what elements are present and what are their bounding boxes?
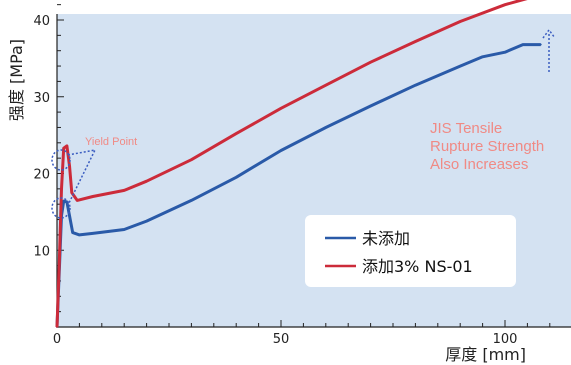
yield-circle-lower bbox=[51, 197, 71, 219]
series-point-1 bbox=[280, 107, 282, 110]
series-point-1 bbox=[58, 264, 61, 267]
rupture-arrow-head bbox=[542, 28, 556, 39]
series-point-0 bbox=[190, 199, 193, 202]
series-point-1 bbox=[414, 40, 417, 43]
series-point-1 bbox=[369, 61, 372, 64]
series-point-1 bbox=[459, 20, 462, 23]
jis-line-3: Also Increases bbox=[430, 156, 528, 173]
series-point-0 bbox=[522, 43, 524, 46]
legend-box bbox=[305, 215, 516, 287]
series-point-0 bbox=[369, 105, 372, 107]
y-tick-label: 30 bbox=[33, 91, 50, 106]
x-tick-label: 0 bbox=[53, 332, 61, 347]
series-point-0 bbox=[78, 234, 81, 236]
series-point-0 bbox=[235, 176, 238, 179]
x-axis-title: 厚度 [mm] bbox=[445, 345, 526, 364]
series-point-1 bbox=[60, 187, 63, 190]
y-tick-label: 40 bbox=[33, 14, 50, 29]
series-point-0 bbox=[91, 232, 94, 235]
yield-point-label: Yield Point bbox=[85, 136, 137, 148]
y-tick-label: 20 bbox=[33, 168, 50, 183]
legend: 未添加 添加3% NS-01 bbox=[305, 215, 516, 287]
x-tick-label: 50 bbox=[273, 332, 290, 347]
yield-callout-lines bbox=[67, 148, 97, 206]
legend-label-untreated: 未添加 bbox=[362, 229, 410, 248]
y-axis-title: 强度 [MPa] bbox=[7, 39, 26, 121]
series-point-1 bbox=[65, 144, 68, 147]
series-point-0 bbox=[145, 220, 148, 222]
series-point-0 bbox=[62, 200, 65, 203]
jis-line-1: JIS Tensile bbox=[430, 120, 502, 137]
jis-annotation: JIS Tensile Rupture Strength Also Increa… bbox=[430, 120, 548, 173]
y-tick-label: 10 bbox=[33, 244, 50, 259]
yield-circle-upper bbox=[51, 149, 71, 171]
series-point-0 bbox=[68, 214, 71, 217]
series-line-0 bbox=[55, 43, 541, 328]
series-point-1 bbox=[324, 84, 327, 87]
series-point-0 bbox=[459, 65, 462, 67]
series-point-0 bbox=[504, 51, 506, 54]
series-point-1 bbox=[70, 191, 73, 194]
series-point-1 bbox=[91, 195, 94, 198]
legend-label-ns01: 添加3% NS-01 bbox=[362, 257, 473, 276]
series-point-1 bbox=[123, 189, 126, 192]
series-point-1 bbox=[56, 326, 58, 328]
series-line-1 bbox=[55, 0, 528, 328]
x-tick-label: 100 bbox=[493, 332, 518, 347]
jis-line-2: Rupture Strength bbox=[430, 138, 544, 155]
series-point-1 bbox=[62, 147, 65, 150]
series-point-0 bbox=[123, 228, 126, 231]
series-point-0 bbox=[280, 149, 282, 152]
series-point-0 bbox=[481, 55, 484, 58]
series-point-1 bbox=[190, 158, 193, 161]
series-point-0 bbox=[539, 43, 542, 46]
series-point-0 bbox=[414, 84, 417, 87]
series-point-1 bbox=[76, 199, 79, 202]
series-point-1 bbox=[145, 180, 148, 183]
series-point-1 bbox=[504, 3, 506, 6]
series-point-0 bbox=[71, 231, 74, 234]
series-point-0 bbox=[324, 126, 327, 129]
series-point-1 bbox=[235, 132, 238, 135]
